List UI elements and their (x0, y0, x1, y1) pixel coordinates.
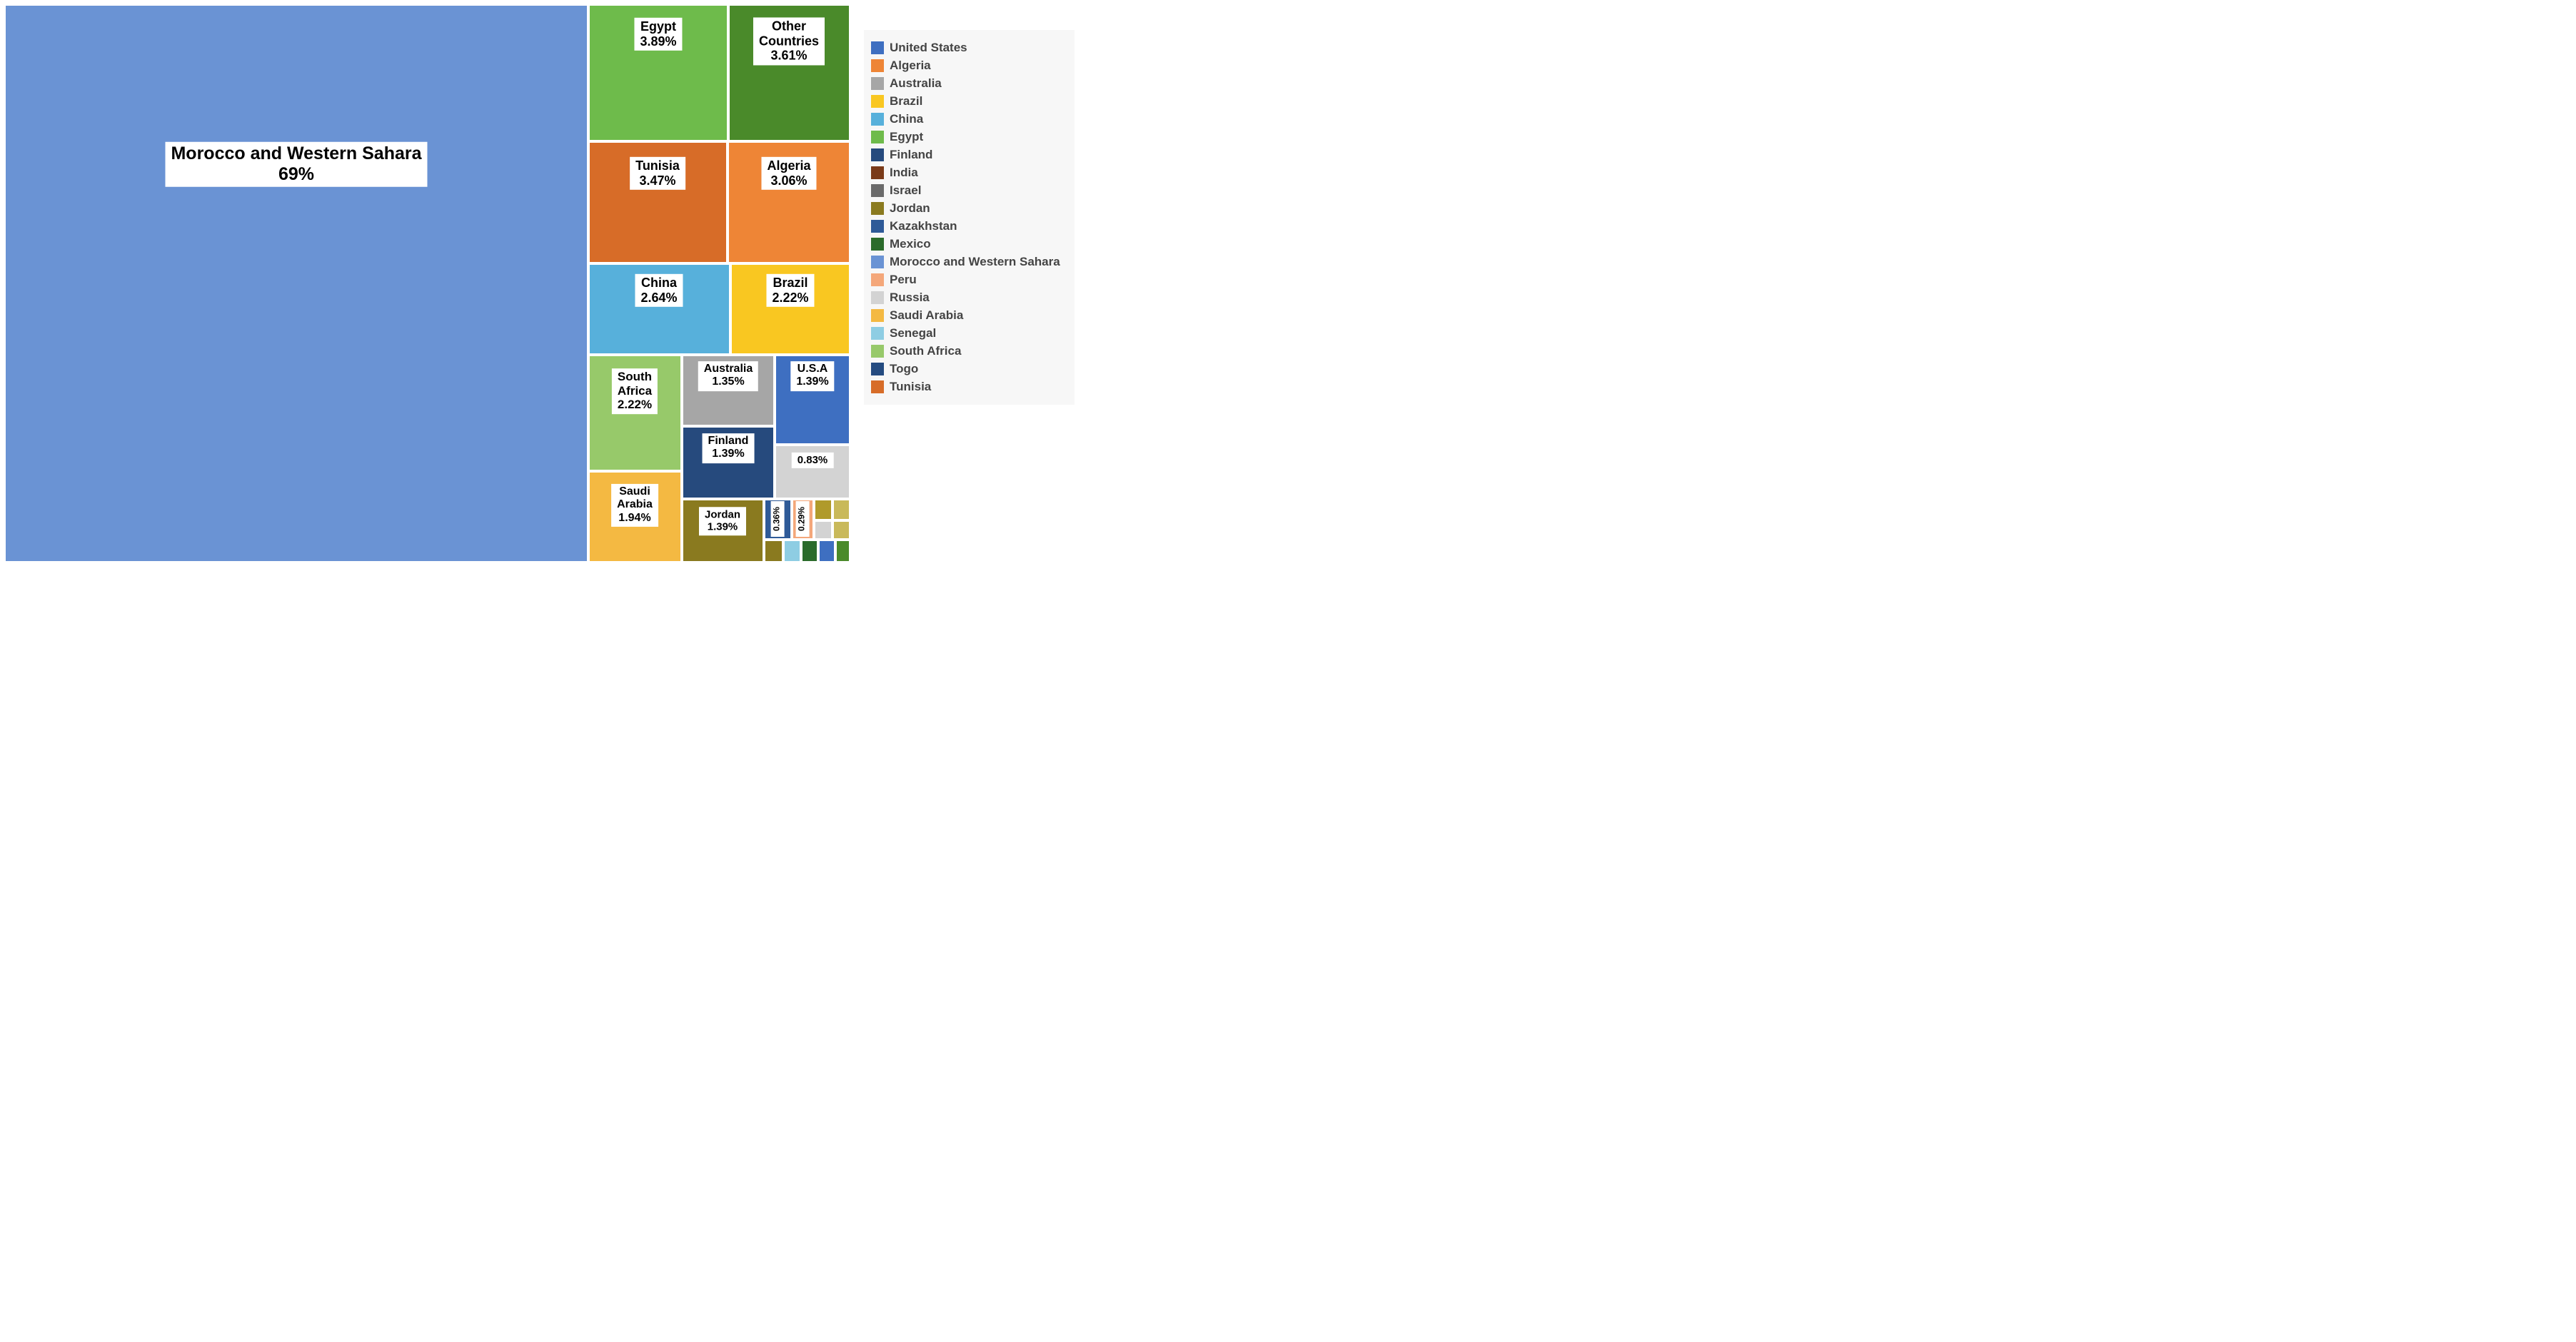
legend-label: Algeria (890, 59, 931, 73)
legend-label: Finland (890, 148, 932, 162)
treemap-tile-australia[interactable] (682, 355, 775, 426)
legend-label: Saudi Arabia (890, 308, 963, 323)
legend-label: Mexico (890, 237, 931, 251)
treemap-tile-t5[interactable] (835, 540, 850, 562)
treemap-tile-algeria[interactable] (728, 141, 850, 263)
legend-item[interactable]: South Africa (871, 344, 1066, 358)
treemap-tile-t1[interactable] (764, 540, 783, 562)
treemap-tile-russia[interactable] (775, 445, 850, 499)
treemap-tile-small2[interactable] (832, 499, 850, 520)
treemap-tile-t3[interactable] (801, 540, 818, 562)
legend-item[interactable]: Jordan (871, 201, 1066, 216)
treemap-tile-tunisia[interactable] (588, 141, 728, 263)
legend-label: Jordan (890, 201, 930, 216)
legend-swatch (871, 327, 884, 340)
legend-swatch (871, 113, 884, 126)
legend-swatch (871, 95, 884, 108)
legend-swatch (871, 345, 884, 358)
treemap-chart: Morocco and Western Sahara 69%Egypt 3.89… (0, 0, 1085, 566)
treemap-tile-togo[interactable] (764, 499, 792, 540)
legend-swatch (871, 184, 884, 197)
treemap-tile-brazil[interactable] (730, 263, 850, 355)
treemap-tile-china[interactable] (588, 263, 730, 355)
legend-swatch (871, 380, 884, 393)
legend-swatch (871, 309, 884, 322)
legend-item[interactable]: Finland (871, 148, 1066, 162)
legend-label: Brazil (890, 94, 922, 109)
legend-item[interactable]: Brazil (871, 94, 1066, 109)
legend-swatch (871, 59, 884, 72)
legend-item[interactable]: Egypt (871, 130, 1066, 144)
legend-swatch (871, 273, 884, 286)
legend-swatch (871, 131, 884, 143)
legend-label: India (890, 166, 918, 180)
legend-item[interactable]: Togo (871, 362, 1066, 376)
treemap-tile-small4[interactable] (832, 520, 850, 540)
legend-swatch (871, 166, 884, 179)
treemap-tile-small1[interactable] (814, 499, 832, 520)
legend-swatch (871, 256, 884, 268)
legend-item[interactable]: Russia (871, 291, 1066, 305)
treemap-tile-peru[interactable] (792, 499, 814, 540)
treemap-tile-t4[interactable] (818, 540, 835, 562)
legend-swatch (871, 238, 884, 251)
legend-item[interactable]: Saudi Arabia (871, 308, 1066, 323)
legend-item[interactable]: India (871, 166, 1066, 180)
legend-swatch (871, 77, 884, 90)
legend-item[interactable]: Kazakhstan (871, 219, 1066, 233)
treemap-tile-saudi[interactable] (588, 471, 682, 562)
legend-label: Australia (890, 76, 942, 91)
legend-label: China (890, 112, 923, 126)
treemap-tile-egypt[interactable] (588, 4, 728, 141)
legend-item[interactable]: Senegal (871, 326, 1066, 340)
treemap-tile-other[interactable] (728, 4, 850, 141)
legend-item[interactable]: China (871, 112, 1066, 126)
legend-label: South Africa (890, 344, 961, 358)
legend-label: Tunisia (890, 380, 931, 394)
legend-item[interactable]: Mexico (871, 237, 1066, 251)
legend-swatch (871, 220, 884, 233)
legend-label: Israel (890, 183, 921, 198)
treemap-tile-morocco[interactable] (4, 4, 588, 562)
treemap-tile-t2[interactable] (783, 540, 801, 562)
treemap-tile-jordan[interactable] (682, 499, 764, 562)
legend-label: Senegal (890, 326, 936, 340)
legend-swatch (871, 291, 884, 304)
legend-swatch (871, 148, 884, 161)
legend: United States Algeria Australia Brazil China… (864, 30, 1075, 405)
treemap-tile-finland[interactable] (682, 426, 775, 499)
legend-item[interactable]: Israel (871, 183, 1066, 198)
legend-label: Morocco and Western Sahara (890, 255, 1060, 269)
legend-label: Egypt (890, 130, 923, 144)
legend-label: Russia (890, 291, 930, 305)
legend-item[interactable]: Peru (871, 273, 1066, 287)
legend-item[interactable]: Algeria (871, 59, 1066, 73)
legend-swatch (871, 363, 884, 375)
legend-label: United States (890, 41, 967, 55)
legend-item[interactable]: Tunisia (871, 380, 1066, 394)
legend-swatch (871, 202, 884, 215)
treemap-tile-usa[interactable] (775, 355, 850, 445)
legend-item[interactable]: Australia (871, 76, 1066, 91)
treemap-tile-small3[interactable] (814, 520, 832, 540)
legend-swatch (871, 41, 884, 54)
treemap-tile-safrica[interactable] (588, 355, 682, 471)
legend-label: Togo (890, 362, 918, 376)
legend-label: Peru (890, 273, 917, 287)
legend-item[interactable]: Morocco and Western Sahara (871, 255, 1066, 269)
legend-item[interactable]: United States (871, 41, 1066, 55)
legend-label: Kazakhstan (890, 219, 957, 233)
